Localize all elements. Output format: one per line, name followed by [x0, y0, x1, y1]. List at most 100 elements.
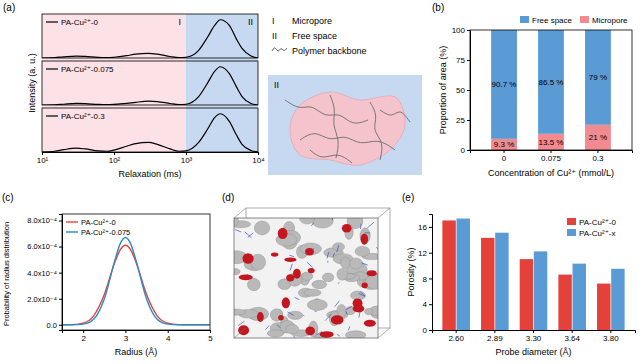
tick-mark: [59, 325, 62, 326]
tick: 2.0x10⁻⁴: [27, 295, 62, 304]
bar: [585, 30, 611, 125]
tick-mark: [467, 120, 470, 121]
tick-mark: [59, 221, 62, 222]
legend-entry: Free space: [292, 31, 337, 41]
tick-label: 10⁴: [252, 156, 265, 165]
tick: 3.80: [603, 330, 619, 343]
panel-label: (a): [3, 2, 15, 13]
structure-bond: [277, 325, 281, 328]
data-label: 90.7 %: [492, 80, 517, 89]
tick-mark: [467, 60, 470, 61]
structure-bond: [335, 301, 340, 307]
frame: [42, 108, 258, 152]
bar: [495, 233, 508, 330]
tick-label: 0.3: [592, 154, 604, 163]
tick: 3.64: [564, 330, 580, 343]
pore-blob: [361, 234, 369, 245]
tick-label: 25: [456, 116, 465, 125]
structure-blob: [307, 299, 327, 310]
legend-entry: PA-Cu²⁺-0.075: [61, 65, 114, 74]
series-line: [62, 237, 210, 324]
structure-bond: [346, 311, 347, 314]
pore-blob: [305, 327, 315, 336]
structure-blob: [312, 218, 333, 228]
pore-blob: [320, 331, 334, 338]
axis: 00.0750.3: [471, 150, 633, 163]
structure-bond: [338, 282, 339, 284]
tick-label: 8: [423, 275, 428, 284]
axis-line: [59, 215, 63, 331]
pore-blob: [278, 228, 288, 239]
tick-mark: [504, 150, 505, 153]
bar: [491, 139, 517, 150]
tick-mark: [610, 330, 611, 333]
tick-label: 3.80: [603, 334, 619, 343]
tick-mark: [456, 330, 457, 333]
structure-bond: [235, 230, 241, 232]
tick-label: 4: [166, 334, 171, 343]
axis-title: Intensity (a. u.): [27, 53, 37, 113]
axis: 2345: [63, 330, 214, 343]
pore-blob: [331, 315, 344, 324]
axis: 0255075100: [452, 26, 471, 155]
tick: 0: [423, 326, 432, 335]
structure-blob: [365, 309, 373, 315]
tick: 3.30: [526, 330, 542, 343]
frame: [42, 14, 258, 58]
legend-swatch: [580, 16, 589, 23]
tick: 8: [423, 275, 432, 284]
series-line: [62, 245, 210, 325]
tick-label: 12: [418, 249, 427, 258]
legend-swatch: [46, 68, 58, 69]
structure-blob: [299, 218, 314, 224]
box-edge: [234, 218, 378, 338]
tick-mark: [114, 152, 115, 155]
structure-bond: [360, 224, 362, 229]
tick-label: 16: [418, 223, 427, 232]
structure-blob: [312, 280, 327, 288]
structure-bond: [325, 314, 332, 321]
tick: 25: [456, 116, 470, 125]
free-space-region: [268, 75, 422, 175]
tick-mark: [572, 330, 573, 333]
pore-blob: [271, 253, 279, 257]
tick: 12: [418, 249, 432, 258]
structure-bg: [234, 218, 378, 338]
bar: [573, 264, 586, 330]
tick: 0.3: [592, 150, 604, 163]
panel-label: (d): [222, 192, 234, 203]
tick-label: 8.0x10⁻⁴: [27, 216, 57, 225]
structure-bond: [290, 264, 292, 271]
polymer-icon: [272, 48, 287, 51]
structure-blob: [333, 243, 345, 251]
bar: [538, 134, 564, 150]
frame: [470, 30, 632, 150]
polymer-chain: [285, 100, 368, 123]
tick: 10³: [181, 152, 193, 165]
tick-label: 0: [502, 154, 507, 163]
structure-blob: [300, 243, 321, 255]
tick-label: 75: [456, 56, 465, 65]
data-label: 79 %: [589, 73, 607, 82]
structure-bond: [365, 232, 370, 233]
structure-bond: [311, 223, 314, 226]
box-edge: [378, 328, 390, 338]
data-label: 9.3 %: [494, 140, 514, 149]
box-edge: [378, 208, 390, 218]
structure-blob: [322, 273, 333, 282]
data-label: 21 %: [589, 133, 607, 142]
tick-label: 4: [423, 300, 428, 309]
bar: [457, 219, 470, 330]
tick-label: 3.64: [564, 334, 580, 343]
structure-bond: [323, 287, 324, 288]
legend-symbol: II: [272, 31, 277, 41]
polymer-chain: [370, 102, 382, 160]
legend-entry: Free space: [532, 16, 573, 25]
tick-mark: [429, 278, 432, 279]
pore-blob: [362, 283, 368, 289]
axis-title: Radius (Å): [115, 347, 158, 357]
bar: [442, 220, 455, 330]
pore-blob: [342, 224, 352, 233]
legend-entry: Polymer backbone: [292, 46, 367, 56]
structure-bond: [358, 312, 360, 317]
